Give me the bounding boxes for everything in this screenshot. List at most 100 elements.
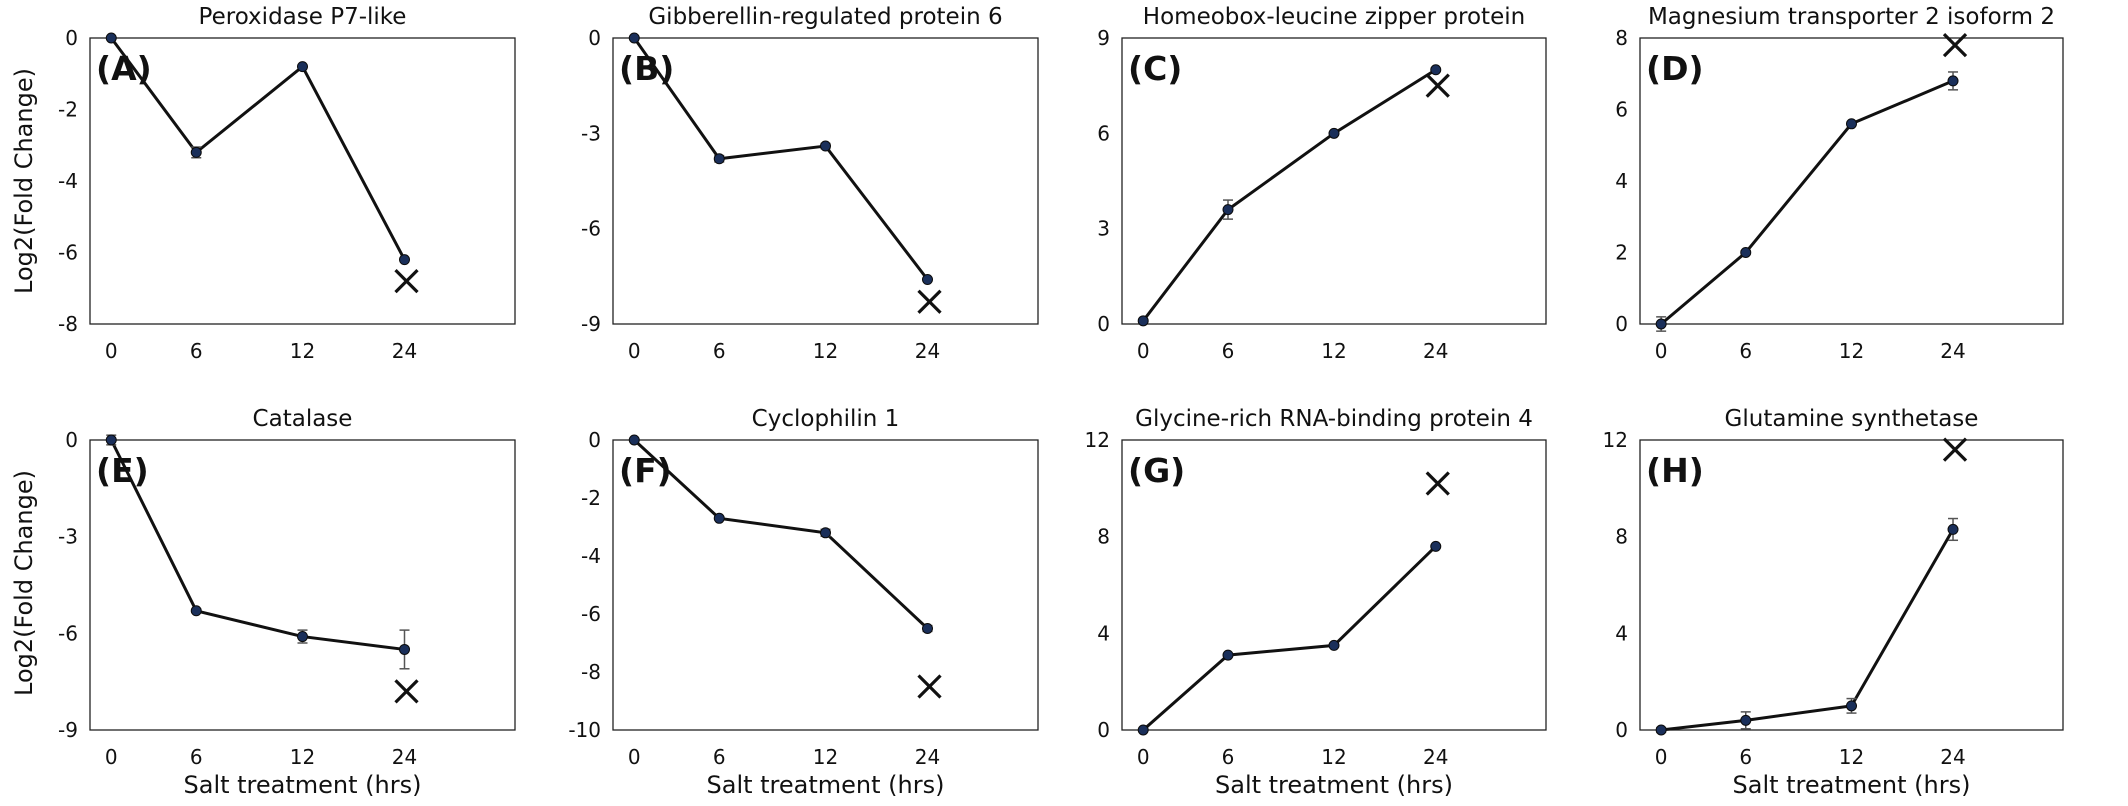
data-point <box>820 140 831 152</box>
y-tick-label: -6 <box>58 621 78 645</box>
series-line <box>633 37 929 281</box>
x-axis-label: Salt treatment (hrs) <box>184 771 422 799</box>
panel-title: Glutamine synthetase <box>1725 406 1979 432</box>
cross-stroke <box>917 674 942 699</box>
y-tick-label: -2 <box>581 486 601 510</box>
y-tick-label: 8 <box>1615 525 1628 549</box>
cross-marker <box>917 289 942 314</box>
data-point <box>297 631 308 643</box>
x-tick-label: 6 <box>190 745 203 769</box>
plot-frame <box>612 37 1039 325</box>
y-tick-label: 8 <box>1097 525 1110 549</box>
x-tick-label: 0 <box>1137 745 1150 769</box>
data-point <box>105 32 117 44</box>
panel-title: Peroxidase P7-like <box>199 4 407 30</box>
x-tick-label: 6 <box>1739 339 1752 363</box>
panel-label: (C) <box>1128 49 1182 88</box>
data-point <box>1740 714 1752 726</box>
x-tick-label: 12 <box>1321 745 1346 769</box>
chart-panel: Peroxidase P7-like(A)0-2-4-6-80 6 12 24 <box>58 4 516 363</box>
data-point <box>190 146 202 158</box>
y-tick-label: 4 <box>1615 621 1628 645</box>
chart-panel: Magnesium transporter 2 isoform 2(D)0246… <box>1615 4 2064 363</box>
y-tick-label: -6 <box>581 602 601 626</box>
data-point <box>1846 700 1857 712</box>
cross-marker <box>1942 437 1968 462</box>
y-tick-label: 0 <box>65 428 78 452</box>
y-tick-label: 0 <box>65 26 78 50</box>
data-point <box>1222 204 1234 216</box>
data-point <box>297 61 308 73</box>
cross-stroke <box>1942 33 1968 58</box>
panel-label: (G) <box>1128 451 1185 490</box>
y-tick-label: -4 <box>581 544 601 568</box>
x-tick-label: 0 <box>628 745 641 769</box>
cross-marker <box>394 679 419 704</box>
chart-panel: Cyclophilin 1 (F) 0 -2 -4 -6 -8 -10 0 6 12 24 <box>568 406 1039 769</box>
data-point <box>628 32 640 44</box>
data-point <box>1947 75 1959 87</box>
x-tick-label: 6 <box>1222 745 1235 769</box>
panel-title: Cyclophilin 1 <box>752 406 900 432</box>
x-tick-label: 24 <box>1423 339 1448 363</box>
plot-frame <box>1639 439 2064 731</box>
data-point <box>628 434 640 446</box>
x-axis-label: Salt treatment (hrs) <box>1733 771 1971 799</box>
cross-stroke <box>394 268 419 294</box>
panel-title: Gibberellin-regulated protein 6 <box>648 4 1002 30</box>
series-line <box>109 439 405 651</box>
y-tick-label: 0 <box>1615 718 1628 742</box>
y-tick-label: 9 <box>1097 26 1110 50</box>
data-point <box>713 512 725 524</box>
x-tick-label: 24 <box>392 745 417 769</box>
y-tick-label: 4 <box>1615 169 1628 193</box>
y-tick-label: 0 <box>588 26 601 50</box>
x-tick-label: 12 <box>290 745 315 769</box>
data-point <box>105 434 117 446</box>
y-tick-label: -6 <box>581 217 601 241</box>
y-tick-label: -10 <box>568 718 601 742</box>
panel-label: (E) <box>96 451 149 490</box>
y-tick-label: -3 <box>58 525 78 549</box>
cross-marker <box>917 674 942 699</box>
y-tick-label: -6 <box>58 241 78 265</box>
panel-title: Homeobox-leucine zipper protein <box>1143 4 1525 30</box>
y-tick-label: -8 <box>58 312 78 336</box>
chart-panel: Catalase (E) 0 -3 -6 -9 0 6 12 24 <box>58 406 516 769</box>
y-tick-label: 0 <box>1097 718 1110 742</box>
x-tick-label: 0 <box>105 339 118 363</box>
data-point <box>1430 540 1442 552</box>
x-tick-label: 24 <box>1423 745 1448 769</box>
y-tick-label: 6 <box>1615 98 1628 122</box>
cross-stroke <box>1425 471 1450 496</box>
x-tick-label: 6 <box>190 339 203 363</box>
x-tick-label: 12 <box>1321 339 1346 363</box>
data-point <box>820 527 831 539</box>
y-tick-label: 6 <box>1097 121 1110 145</box>
data-point <box>1328 639 1340 651</box>
series-line <box>1142 68 1437 322</box>
y-tick-label: 3 <box>1097 217 1110 241</box>
panel-label: (F) <box>619 451 672 490</box>
data-point <box>1655 724 1667 736</box>
y-tick-label: 12 <box>1085 428 1110 452</box>
x-tick-label: 12 <box>813 745 838 769</box>
data-point <box>1740 247 1752 258</box>
plot-frame <box>1121 439 1547 731</box>
cross-stroke <box>1942 437 1968 462</box>
chart-panel: Glycine-rich RNA-binding protein 4 (G) 0 4 8… <box>1085 406 1547 769</box>
data-point <box>1328 127 1340 139</box>
plot-frame <box>1121 37 1547 325</box>
y-axis-label: Log2(Fold Change) <box>10 470 38 696</box>
cross-marker <box>394 268 419 294</box>
y-tick-label: -9 <box>58 718 78 742</box>
panel-title: Magnesium transporter 2 isoform 2 <box>1648 4 2055 30</box>
chart-panel: Gibberellin-regulated protein 6(B)0-3-6-… <box>581 4 1039 363</box>
x-tick-label: 24 <box>1940 745 1965 769</box>
chart-panel: Glutamine synthetase (H) 0 4 8 12 0 6 12 24 <box>1603 406 2064 769</box>
y-axis-label: Log2(Fold Change) <box>10 68 38 294</box>
x-tick-label: 12 <box>1839 745 1864 769</box>
x-tick-label: 0 <box>1655 745 1668 769</box>
x-axis-label: Salt treatment (hrs) <box>1215 771 1453 799</box>
